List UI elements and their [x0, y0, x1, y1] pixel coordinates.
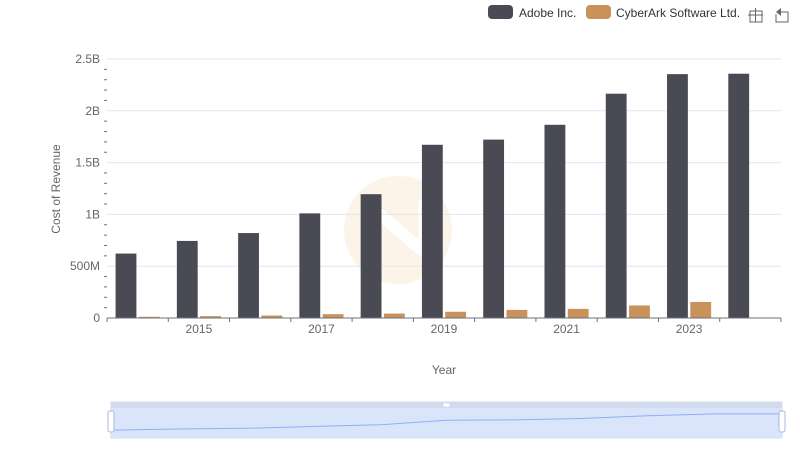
bar-adobe-2017[interactable] — [299, 213, 321, 318]
x-ticks — [106, 318, 782, 322]
bar-adobe-2018[interactable] — [360, 194, 382, 318]
bar-cyberark-2018[interactable] — [383, 313, 405, 318]
y-tick-labels: 0 500M 1B 1.5B 2B 2.5B — [70, 52, 100, 325]
data-zoom-handle-right[interactable] — [778, 410, 786, 433]
bar-cyberark-2022[interactable] — [629, 305, 650, 318]
y-tick-label: 0 — [93, 311, 100, 325]
data-zoom-preview-line — [110, 413, 782, 431]
bar-cyberark-2014[interactable] — [138, 316, 160, 318]
bar-cyberark-2019[interactable] — [445, 311, 467, 318]
x-tick-label: 2017 — [308, 322, 335, 336]
data-zoom-selected-area — [111, 408, 782, 438]
bar-cyberark-2015[interactable] — [200, 316, 221, 318]
zoom-icon[interactable] — [748, 8, 763, 23]
legend-label-adobe: Adobe Inc. — [519, 6, 576, 20]
legend-item-adobe[interactable]: Adobe Inc. — [488, 5, 576, 20]
y-tick-label: 2.5B — [75, 52, 100, 66]
legend-item-cyberark[interactable]: CyberArk Software Ltd. — [586, 5, 740, 20]
x-tick-label: 2015 — [186, 322, 213, 336]
x-tick-label: 2021 — [553, 322, 580, 336]
bar-adobe-2016[interactable] — [238, 233, 259, 318]
bar-cyberark-2023[interactable] — [690, 301, 712, 318]
bar-cyberark-2016[interactable] — [261, 315, 283, 318]
y-tick-label: 1B — [85, 207, 100, 221]
bar-adobe-2021[interactable] — [544, 124, 566, 318]
x-tick-labels: 2015 2017 2019 2021 2023 — [186, 322, 703, 336]
x-tick-label: 2019 — [431, 322, 458, 336]
data-zoom-handle-mid[interactable] — [442, 402, 451, 408]
bar-adobe-2020[interactable] — [483, 139, 505, 318]
bar-adobe-2019[interactable] — [421, 144, 443, 318]
legend-swatch-cyberark — [586, 5, 611, 19]
bar-cyberark-2020[interactable] — [506, 309, 528, 318]
data-zoom-handle-left[interactable] — [107, 410, 115, 433]
bar-cyberark-2021[interactable] — [567, 308, 589, 318]
bar-adobe-2014[interactable] — [115, 253, 137, 318]
y-tick-label: 2B — [85, 104, 100, 118]
legend: Adobe Inc. CyberArk Software Ltd. — [488, 5, 740, 20]
x-axis-title: Year — [432, 363, 456, 377]
bar-adobe-2015[interactable] — [176, 240, 198, 318]
bar-adobe-2023[interactable] — [667, 74, 688, 318]
legend-label-cyberark: CyberArk Software Ltd. — [616, 6, 740, 20]
data-zoom-slider[interactable] — [107, 401, 786, 439]
y-minor-ticks — [104, 68, 107, 309]
legend-swatch-adobe — [488, 5, 513, 19]
bar-cyberark-2017[interactable] — [322, 314, 344, 318]
x-tick-label: 2023 — [676, 322, 703, 336]
restore-icon[interactable] — [775, 8, 789, 23]
y-axis-title: Cost of Revenue — [49, 144, 63, 234]
y-tick-label: 1.5B — [75, 156, 100, 170]
bar-adobe-2024[interactable] — [728, 73, 750, 318]
bar-adobe-2022[interactable] — [605, 93, 627, 319]
bars-group — [115, 73, 750, 319]
y-tick-label: 500M — [70, 259, 100, 273]
